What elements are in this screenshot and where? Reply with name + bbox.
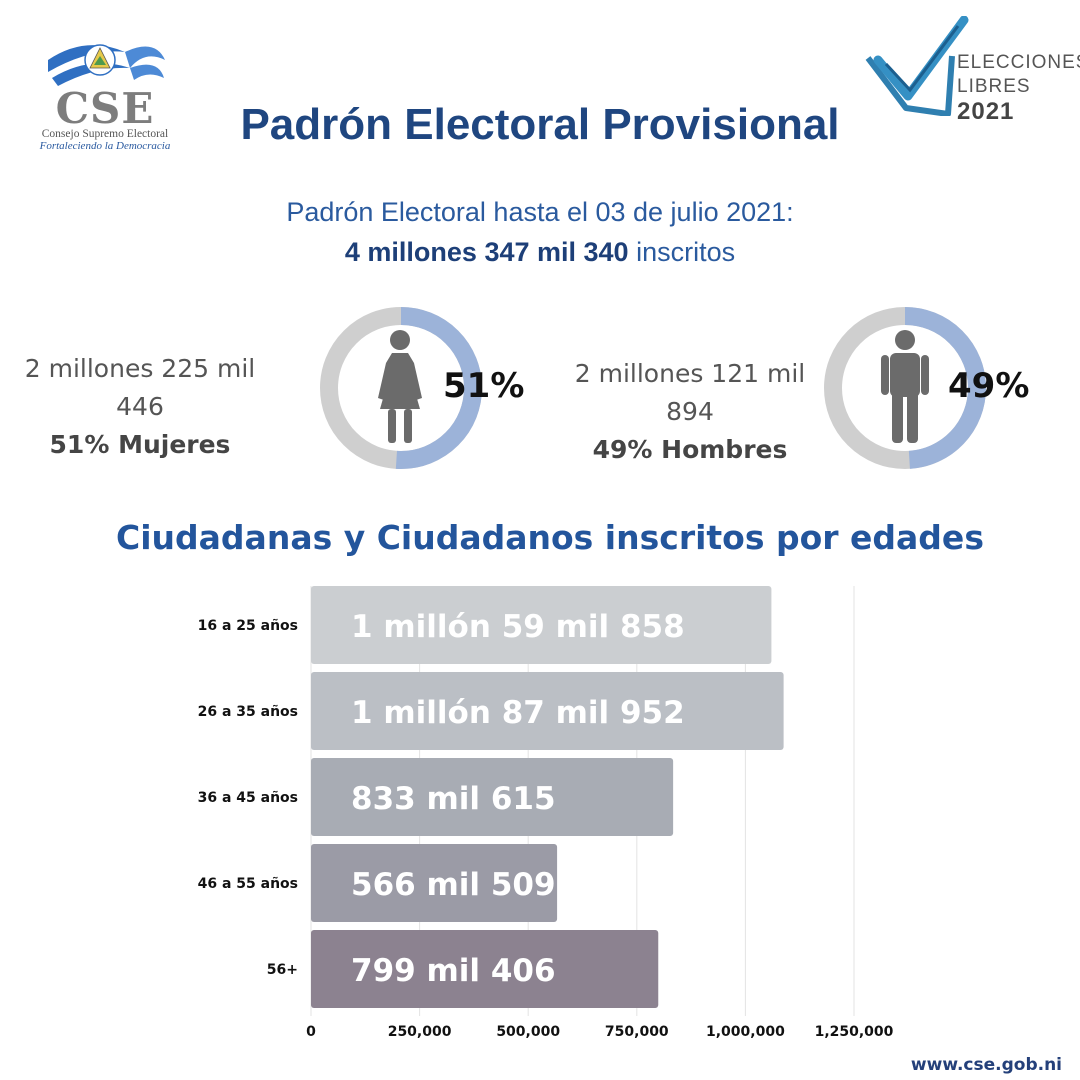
website-url: www.cse.gob.ni	[910, 1055, 1062, 1075]
woman-figure-icon	[378, 330, 422, 443]
bar-3	[311, 844, 558, 922]
data-label-2: 833 mil 615	[351, 781, 556, 817]
elecciones-badge-line1: ELECCIONES	[957, 52, 1080, 73]
bar-0	[311, 586, 772, 664]
women-count: 2 millones 225 mil 446	[24, 354, 256, 421]
age-chart-title: Ciudadanas y Ciudadanos inscritos por ed…	[116, 518, 984, 557]
women-stat: 2 millones 225 mil 446 51% Mujeres	[20, 350, 260, 464]
cse-logo-acronym: CSE	[55, 84, 155, 133]
cse-logo-name: Consejo Supremo Electoral	[41, 128, 169, 140]
cse-logo-slogan: Fortaleciendo la Democracia	[39, 140, 171, 152]
men-stat: 2 millones 121 mil 894 49% Hombres	[570, 355, 810, 469]
x-tick-label-1: 250,000	[388, 1024, 452, 1040]
checkmark-ballot-icon	[865, 16, 969, 116]
elecciones-badge-year: 2021	[957, 98, 1015, 125]
x-tick-label-2: 500,000	[496, 1024, 560, 1040]
data-label-3: 566 mil 509	[351, 867, 556, 903]
men-count: 2 millones 121 mil 894	[574, 359, 806, 426]
women-label: 51% Mujeres	[49, 430, 231, 459]
category-label-2: 36 a 45 años	[198, 790, 298, 806]
bar-2	[311, 758, 674, 836]
data-label-1: 1 millón 87 mil 952	[351, 695, 685, 731]
women-donut-chart	[320, 307, 482, 469]
summary-line1: Padrón Electoral hasta el 03 de julio 20…	[286, 197, 794, 227]
man-figure-icon	[881, 330, 929, 443]
summary-line2: 4 millones 347 mil 340 inscritos	[0, 232, 1080, 272]
men-donut-chart	[824, 307, 986, 469]
x-tick-label-5: 1,250,000	[815, 1024, 894, 1040]
men-donut-arc	[824, 307, 986, 469]
men-percent: 49%	[948, 366, 1030, 406]
category-label-3: 46 a 55 años	[198, 876, 298, 892]
elecciones-badge-line2: LIBRES 2021	[957, 76, 1080, 126]
x-tick-label-4: 1,000,000	[706, 1024, 785, 1040]
women-percent: 51%	[443, 366, 525, 406]
category-label-1: 26 a 35 años	[198, 704, 298, 720]
bar-4	[311, 930, 659, 1008]
registration-summary: Padrón Electoral hasta el 03 de julio 20…	[0, 192, 1080, 272]
x-tick-label-0: 0	[306, 1024, 316, 1040]
category-label-0: 16 a 25 años	[198, 618, 298, 634]
total-suffix: inscritos	[628, 237, 736, 267]
data-label-0: 1 millón 59 mil 858	[351, 609, 685, 645]
total-registered: 4 millones 347 mil 340	[344, 237, 629, 267]
age-bar-chart: 16 a 25 años 1 millón 59 mil 858 26 a 35 a…	[198, 586, 894, 1040]
page-title: Padrón Electoral Provisional	[240, 100, 840, 149]
category-label-4: 56+	[267, 962, 298, 978]
bar-1	[311, 672, 784, 750]
cse-emblem-logo	[48, 44, 165, 86]
data-label-4: 799 mil 406	[351, 953, 556, 989]
women-donut-arc	[320, 307, 482, 469]
x-tick-label-3: 750,000	[605, 1024, 669, 1040]
elecciones-badge-libres: LIBRES	[957, 76, 1031, 97]
men-label: 49% Hombres	[592, 435, 788, 464]
